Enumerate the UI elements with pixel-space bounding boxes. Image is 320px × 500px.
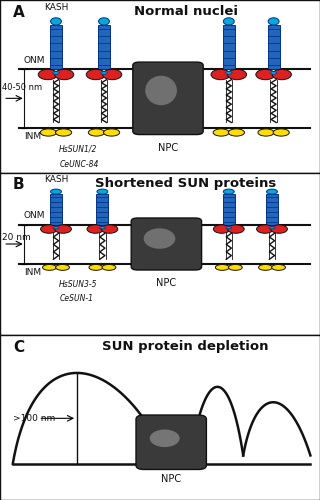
Ellipse shape (52, 72, 60, 74)
FancyBboxPatch shape (131, 218, 202, 270)
Ellipse shape (273, 129, 289, 136)
Circle shape (41, 225, 57, 234)
Ellipse shape (89, 264, 103, 270)
Text: ONM: ONM (24, 56, 45, 64)
Ellipse shape (51, 18, 61, 25)
Circle shape (101, 225, 118, 234)
Ellipse shape (56, 264, 69, 270)
Circle shape (54, 70, 74, 80)
Text: NPC: NPC (158, 143, 178, 153)
Ellipse shape (100, 226, 105, 229)
Ellipse shape (100, 72, 108, 74)
Circle shape (228, 225, 244, 234)
Bar (223, 25, 235, 69)
Ellipse shape (223, 189, 234, 194)
Ellipse shape (213, 129, 229, 136)
Bar (266, 194, 278, 224)
Bar (98, 25, 110, 69)
Ellipse shape (97, 189, 108, 194)
Ellipse shape (223, 18, 234, 25)
Text: CeUNC-84: CeUNC-84 (59, 160, 99, 170)
Text: Normal nuclei: Normal nuclei (134, 5, 237, 18)
Ellipse shape (43, 264, 56, 270)
Ellipse shape (56, 129, 72, 136)
Ellipse shape (104, 129, 120, 136)
Circle shape (38, 70, 58, 80)
Bar (96, 194, 108, 224)
Text: CeSUN-1: CeSUN-1 (59, 294, 93, 304)
Text: HsSUN3-5: HsSUN3-5 (59, 280, 98, 289)
Circle shape (272, 70, 292, 80)
Ellipse shape (267, 189, 277, 194)
Ellipse shape (88, 129, 104, 136)
Text: INM: INM (24, 268, 41, 276)
Text: Shortened SUN proteins: Shortened SUN proteins (95, 178, 276, 190)
Circle shape (257, 225, 273, 234)
Text: C: C (13, 340, 24, 355)
Ellipse shape (144, 228, 175, 249)
FancyBboxPatch shape (133, 62, 203, 134)
Bar (268, 25, 280, 69)
Circle shape (227, 70, 246, 80)
Ellipse shape (99, 18, 109, 25)
Ellipse shape (269, 226, 275, 229)
Ellipse shape (150, 430, 180, 447)
Circle shape (213, 225, 230, 234)
Ellipse shape (102, 264, 116, 270)
Ellipse shape (259, 264, 272, 270)
Text: HsSUN1/2: HsSUN1/2 (59, 145, 98, 154)
Text: KASH: KASH (44, 175, 68, 184)
Text: A: A (13, 5, 25, 20)
Text: NPC: NPC (161, 474, 181, 484)
Circle shape (256, 70, 275, 80)
Text: SUN protein depletion: SUN protein depletion (102, 340, 269, 353)
Text: >100 nm: >100 nm (13, 414, 55, 423)
Ellipse shape (53, 226, 59, 229)
Ellipse shape (225, 72, 232, 74)
Ellipse shape (272, 264, 285, 270)
Ellipse shape (228, 129, 244, 136)
Text: INM: INM (24, 132, 41, 141)
Text: B: B (13, 178, 24, 192)
Text: 20 nm: 20 nm (2, 233, 30, 242)
Ellipse shape (51, 189, 61, 194)
Ellipse shape (226, 226, 232, 229)
Circle shape (55, 225, 71, 234)
Circle shape (86, 70, 106, 80)
Text: 40-50 nm: 40-50 nm (2, 84, 42, 92)
Ellipse shape (228, 264, 242, 270)
Ellipse shape (270, 72, 277, 74)
Ellipse shape (40, 129, 56, 136)
FancyBboxPatch shape (136, 415, 206, 470)
Circle shape (87, 225, 104, 234)
Circle shape (211, 70, 230, 80)
Bar (50, 194, 62, 224)
Ellipse shape (145, 76, 177, 105)
Ellipse shape (268, 18, 279, 25)
Ellipse shape (258, 129, 274, 136)
Bar (50, 25, 62, 69)
Text: NPC: NPC (156, 278, 176, 288)
Text: KASH: KASH (44, 3, 68, 12)
Ellipse shape (215, 264, 229, 270)
Circle shape (271, 225, 287, 234)
Bar (223, 194, 235, 224)
Circle shape (103, 70, 122, 80)
Text: ONM: ONM (24, 212, 45, 220)
